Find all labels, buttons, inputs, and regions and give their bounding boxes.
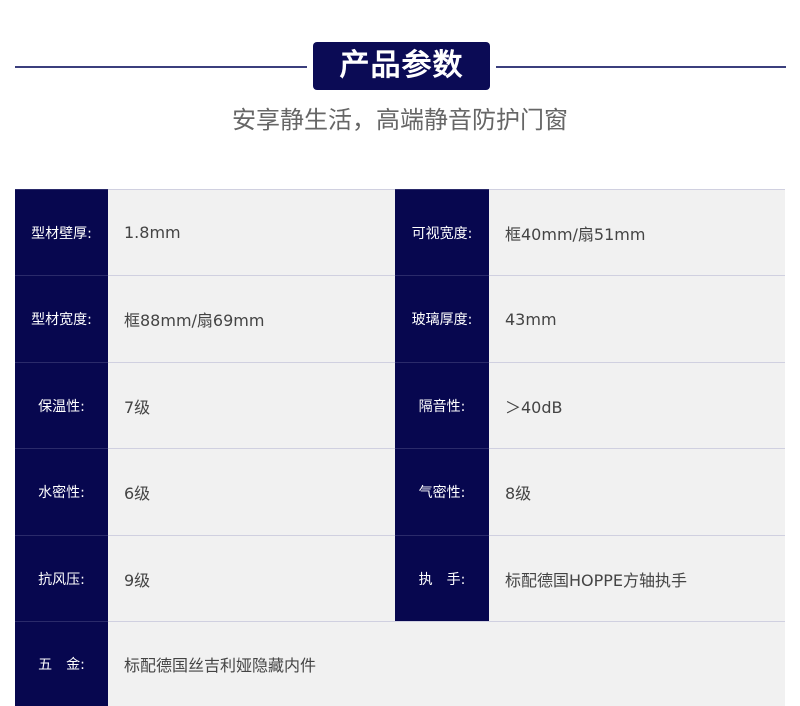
subtitle: 安享静生活，高端静音防护门窗	[232, 106, 568, 134]
spec-label: 五 金:	[15, 621, 108, 706]
divider-left	[15, 66, 307, 68]
spec-value: 43mm	[489, 275, 785, 362]
spec-value: 9级	[108, 535, 395, 621]
section-title: 产品参数	[313, 42, 490, 90]
spec-value: 标配德国丝吉利娅隐藏内件	[108, 621, 785, 706]
spec-value: 1.8mm	[108, 189, 395, 275]
spec-label: 气密性:	[395, 448, 489, 535]
spec-label: 型材壁厚:	[15, 189, 108, 275]
spec-label: 玻璃厚度:	[395, 275, 489, 362]
spec-value: 7级	[108, 362, 395, 448]
divider-right	[496, 66, 786, 68]
spec-value: 8级	[489, 448, 785, 535]
spec-label: 执 手:	[395, 535, 489, 621]
spec-label: 隔音性:	[395, 362, 489, 448]
spec-label: 可视宽度:	[395, 189, 489, 275]
spec-value: ＞40dB	[489, 362, 785, 448]
spec-value: 6级	[108, 448, 395, 535]
spec-value: 框40mm/扇51mm	[489, 189, 785, 275]
spec-value: 框88mm/扇69mm	[108, 275, 395, 362]
spec-label: 保温性:	[15, 362, 108, 448]
spec-label: 抗风压:	[15, 535, 108, 621]
spec-value: 标配德国HOPPE方轴执手	[489, 535, 785, 621]
spec-label: 水密性:	[15, 448, 108, 535]
spec-label: 型材宽度:	[15, 275, 108, 362]
